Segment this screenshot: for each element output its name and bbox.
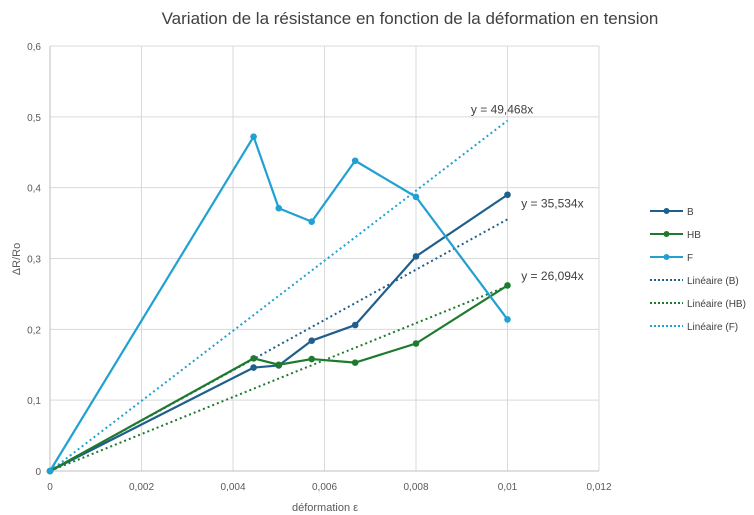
x-tick-label: 0,006 — [312, 482, 337, 493]
data-point — [250, 133, 257, 140]
series-line — [49, 193, 509, 472]
series-lines — [49, 135, 509, 472]
x-tick-label: 0,01 — [498, 482, 518, 493]
legend-marker — [663, 208, 670, 214]
data-point — [250, 355, 257, 362]
chart-title: Variation de la résistance en fonction d… — [162, 9, 659, 28]
legend: B HB F Linéaire (B) Linéaire (HB) Linéaire (F… — [650, 207, 746, 333]
trendline-equation: y = 49,468x — [471, 102, 533, 116]
trendline — [49, 285, 508, 472]
x-tick-label: 0 — [47, 482, 53, 493]
trendline-equation: y = 26,094x — [521, 269, 583, 283]
data-point — [351, 321, 359, 329]
legend-label: Linéaire (F) — [687, 322, 738, 333]
y-tick-label: 0,5 — [27, 113, 41, 124]
legend-marker — [663, 231, 670, 237]
y-tick-label: 0,3 — [27, 255, 41, 266]
trendline — [49, 119, 509, 472]
y-tick-label: 0,6 — [27, 42, 41, 53]
y-axis-title: ΔR/Ro — [11, 243, 23, 275]
legend-label: B — [687, 207, 694, 218]
data-point — [412, 340, 420, 347]
y-tick-label: 0,1 — [27, 396, 41, 407]
y-tick-label: 0,4 — [27, 184, 41, 195]
data-point — [308, 337, 315, 344]
data-point — [412, 253, 420, 260]
data-point — [250, 364, 257, 371]
data-point — [308, 355, 315, 363]
trendline-equation: y = 35,534x — [521, 197, 583, 211]
legend-marker — [663, 254, 670, 260]
data-point — [504, 191, 511, 199]
series-line — [49, 135, 509, 472]
axes — [49, 46, 599, 472]
legend-label: Linéaire (B) — [687, 276, 739, 287]
legend-label: F — [687, 253, 693, 264]
markers — [46, 133, 511, 475]
x-tick-label: 0,002 — [129, 482, 154, 493]
x-tick-label: 0,012 — [586, 482, 611, 493]
data-point — [412, 193, 420, 201]
data-point — [351, 157, 359, 165]
data-point — [351, 359, 359, 366]
data-point — [46, 467, 54, 475]
legend-label: HB — [687, 230, 701, 241]
x-axis-title: déformation ε — [292, 502, 358, 514]
data-point — [504, 316, 511, 323]
y-tick-label: 0,2 — [27, 325, 41, 336]
x-tick-label: 0,004 — [220, 482, 245, 493]
legend-label: Linéaire (HB) — [687, 299, 746, 310]
trendlines — [49, 119, 509, 472]
annotations: y = 49,468x y = 35,534x y = 26,094x — [471, 102, 584, 282]
x-tick-label: 0,008 — [403, 482, 428, 493]
trendline — [49, 218, 508, 472]
data-point — [308, 218, 315, 225]
data-point — [275, 204, 283, 212]
tick-labels: 0 0,002 0,004 0,006 0,008 0,01 0,012 0 0,1 0,2 0,3… — [27, 42, 612, 493]
y-tick-label: 0 — [35, 467, 41, 478]
data-point — [275, 361, 283, 369]
data-point — [504, 282, 511, 289]
